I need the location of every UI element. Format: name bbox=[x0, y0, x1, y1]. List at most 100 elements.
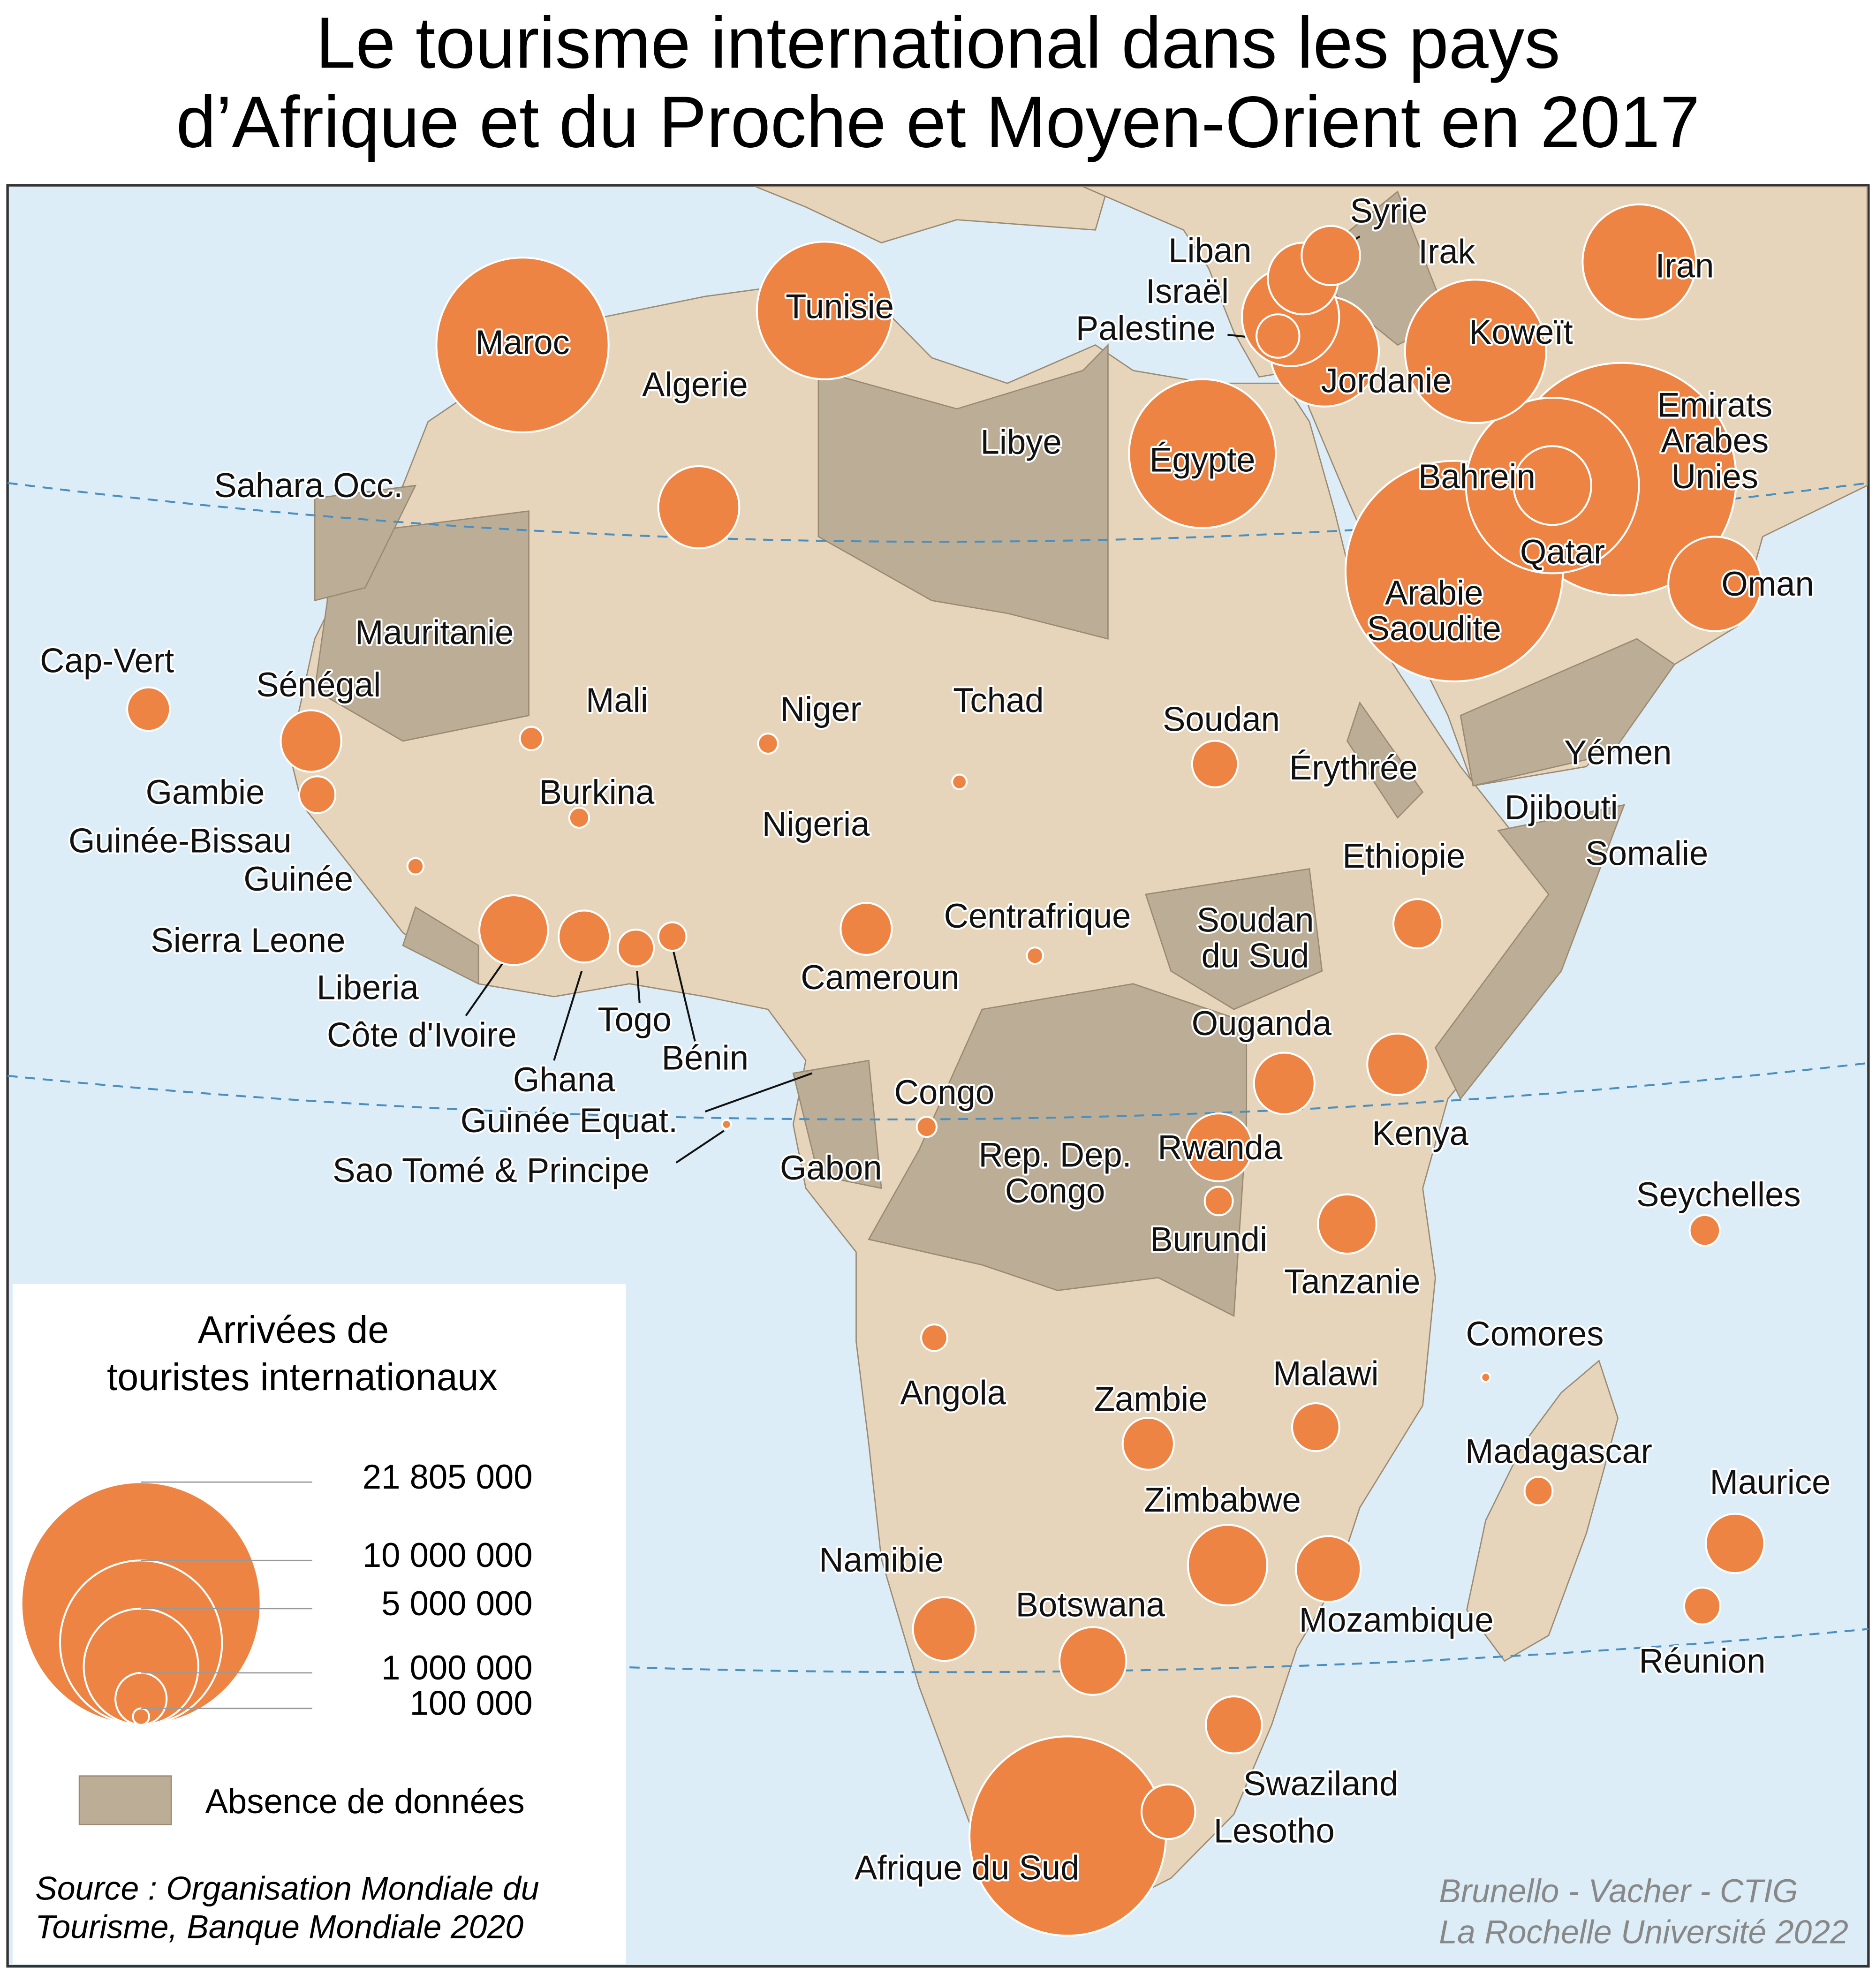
country-label: Sahara Occ. bbox=[214, 467, 403, 505]
no-data-area bbox=[817, 343, 1109, 640]
tourist-circle bbox=[298, 775, 337, 814]
no-data-area bbox=[314, 484, 417, 602]
tourist-circle bbox=[1203, 1186, 1234, 1217]
legend-sizes: 21 805 000 10 000 000 5 000 000 1 000 00010… bbox=[20, 1458, 533, 1726]
country-label: Guinée-Bissau bbox=[68, 822, 291, 860]
country-label: Sao Tomé & Principe bbox=[333, 1151, 649, 1190]
tourist-circle bbox=[951, 773, 968, 790]
tourist-circle bbox=[1581, 203, 1697, 321]
legend-label: 100 000 bbox=[410, 1684, 533, 1723]
tourist-circle bbox=[558, 909, 611, 964]
tourist-circle bbox=[1205, 1695, 1263, 1755]
country-label: Oman bbox=[1721, 565, 1814, 603]
tourist-circle bbox=[1191, 740, 1239, 788]
tourist-circle bbox=[1366, 1032, 1429, 1096]
country-label: Arabes bbox=[1661, 422, 1769, 460]
tourist-circle bbox=[1026, 946, 1044, 965]
tourist-circle bbox=[1683, 1587, 1722, 1626]
country-label: Zambie bbox=[1094, 1380, 1208, 1418]
country-label: Emirats bbox=[1657, 386, 1773, 424]
country-label: Liban bbox=[1168, 231, 1251, 270]
tourist-circle bbox=[435, 257, 610, 433]
tourist-circle bbox=[1058, 1626, 1127, 1696]
country-label: Qatar bbox=[1520, 533, 1605, 571]
country-label: Tanzanie bbox=[1284, 1263, 1420, 1301]
tourist-circle bbox=[1140, 1783, 1196, 1840]
country-label: Gabon bbox=[780, 1149, 882, 1187]
country-label: Centrafrique bbox=[944, 897, 1131, 936]
tourist-circle bbox=[1256, 313, 1301, 359]
country-label: Algerie bbox=[642, 365, 748, 404]
tourist-circle bbox=[1480, 1372, 1491, 1383]
country-label: Gambie bbox=[146, 773, 265, 811]
legend-title: touristes internationaux bbox=[107, 1356, 498, 1399]
country-label: Maroc bbox=[475, 324, 569, 362]
country-label: Jordanie bbox=[1321, 362, 1452, 400]
country-label: Afrique du Sud bbox=[855, 1849, 1080, 1887]
country-label: du Sud bbox=[1202, 937, 1309, 975]
country-label: Ouganda bbox=[1192, 1005, 1332, 1043]
country-label: Liberia bbox=[317, 968, 419, 1007]
tourist-circle bbox=[1184, 1112, 1253, 1182]
country-label: Saoudite bbox=[1367, 610, 1501, 648]
source: Source : Organisation Mondiale du bbox=[35, 1869, 539, 1907]
country-label: Rwanda bbox=[1157, 1128, 1282, 1167]
tourist-circle bbox=[617, 929, 655, 968]
country-label: Somalie bbox=[1585, 834, 1708, 873]
legend-label: 21 805 000 bbox=[363, 1458, 533, 1497]
legend-no-data-swatch bbox=[78, 1775, 172, 1825]
tourist-circle bbox=[1523, 1475, 1554, 1506]
country-label: Guinée bbox=[243, 860, 353, 899]
tourist-circle bbox=[757, 733, 779, 755]
country-label: Madagascar bbox=[1465, 1432, 1652, 1471]
tourist-circle bbox=[568, 807, 590, 829]
title: d’Afrique et du Proche et Moyen-Orient e… bbox=[176, 81, 1700, 162]
country-label: Mali bbox=[586, 681, 648, 719]
tourist-circle bbox=[1301, 225, 1361, 287]
country-label: Congo bbox=[894, 1074, 995, 1112]
tourist-circle bbox=[126, 686, 171, 732]
country-label: Libye bbox=[981, 423, 1062, 461]
tourist-circle bbox=[756, 241, 893, 380]
tourist-circle bbox=[721, 1119, 732, 1130]
tourist-circle bbox=[912, 1596, 977, 1662]
country-label: Mauritanie bbox=[355, 613, 514, 652]
source: Tourisme, Banque Mondiale 2020 bbox=[35, 1908, 523, 1945]
legend-title: Arrivées de bbox=[198, 1308, 389, 1351]
country-label: Nigeria bbox=[762, 805, 870, 844]
tourist-circle bbox=[1295, 1535, 1362, 1603]
legend-label: 10 000 000 bbox=[363, 1536, 533, 1575]
country-label: Israël bbox=[1146, 272, 1229, 311]
tourist-circle bbox=[920, 1324, 948, 1352]
tourist-circle bbox=[406, 857, 425, 876]
country-label: Bahrein bbox=[1418, 458, 1536, 496]
country-label: Bénin bbox=[662, 1039, 749, 1077]
country-label: Érythrée bbox=[1289, 749, 1418, 787]
legend-no-data: Absence de données bbox=[205, 1783, 525, 1821]
country-label: Tchad bbox=[953, 681, 1044, 719]
credit: La Rochelle Université 2022 bbox=[1439, 1913, 1848, 1951]
credit: Brunello - Vacher - CTIG bbox=[1439, 1872, 1798, 1910]
country-label: Sénégal bbox=[256, 666, 381, 704]
country-label: Kenya bbox=[1372, 1114, 1468, 1153]
no-data-area bbox=[402, 906, 479, 985]
country-label: Ghana bbox=[513, 1060, 615, 1099]
tourist-circle bbox=[519, 726, 544, 751]
no-data-area bbox=[868, 983, 1248, 1317]
country-label: Togo bbox=[598, 1000, 671, 1039]
country-label: Iran bbox=[1655, 247, 1714, 285]
country-label: Angola bbox=[900, 1374, 1006, 1412]
legend-label: 5 000 000 bbox=[381, 1584, 532, 1623]
labels: Maroc Tunisie Algerie Libye Égypte Sahara Occ… bbox=[38, 190, 1832, 1889]
country-label: Burundi bbox=[1150, 1220, 1267, 1259]
country-label: Sierra Leone bbox=[151, 921, 345, 960]
tourist-circle bbox=[1253, 1051, 1316, 1115]
tourist-circle bbox=[1513, 445, 1592, 526]
tourist-circle bbox=[657, 921, 688, 952]
tourist-circle bbox=[1705, 1513, 1765, 1574]
country-label: Rep. Dep. bbox=[979, 1136, 1132, 1174]
legend-label: 1 000 000 bbox=[381, 1649, 532, 1687]
country-label: Mozambique bbox=[1299, 1601, 1494, 1640]
country-label: Cameroun bbox=[801, 958, 959, 997]
country-label: Cap-Vert bbox=[40, 642, 174, 680]
